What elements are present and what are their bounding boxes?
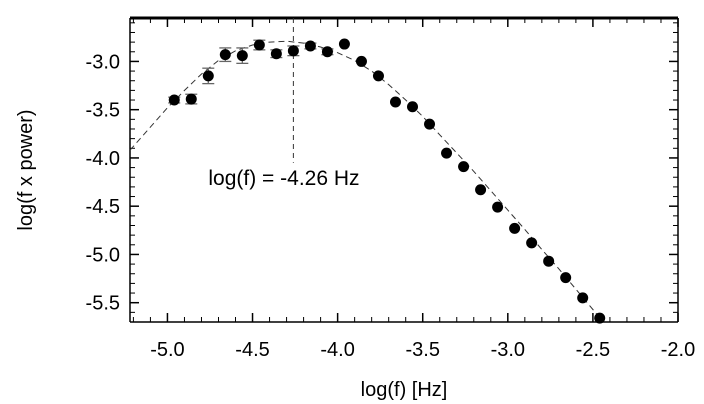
data-point [355, 55, 367, 67]
data-point [492, 201, 504, 213]
data-point [509, 222, 521, 234]
data-point [372, 70, 384, 82]
labels-layer: -5.0 -4.5 -4.0 -3.5 -3.0 -2.5 -2.0 -3.0 -3.5 -4.0… [86, 51, 696, 361]
data-point [560, 272, 572, 284]
data-point [185, 93, 197, 105]
data-point [168, 94, 180, 106]
x-tick-label: -3.5 [405, 339, 439, 361]
x-tick-label: -2.0 [661, 339, 695, 361]
data-point [219, 49, 231, 61]
data-point [321, 46, 333, 58]
fit-curve [129, 40, 604, 323]
fit-curve-layer [129, 40, 604, 323]
data-point [270, 48, 282, 60]
y-tick-label: -3.5 [86, 100, 120, 122]
y-tick-label: -3.0 [86, 51, 120, 73]
data-point [475, 184, 487, 196]
data-point [236, 50, 248, 62]
data-point [389, 96, 401, 108]
annotation-label: log(f) = -4.26 Hz [208, 167, 359, 190]
x-axis-title: log(f) [Hz] [361, 379, 448, 401]
x-tick-label: -4.0 [320, 339, 354, 361]
data-point [407, 101, 419, 113]
data-point [287, 45, 299, 57]
x-tick-label: -2.5 [576, 339, 610, 361]
data-point [424, 118, 436, 130]
data-point [543, 255, 555, 267]
data-point [526, 237, 538, 249]
data-point [253, 39, 265, 51]
data-point [441, 147, 453, 159]
data-point [458, 161, 470, 173]
y-tick-label: -5.0 [86, 244, 120, 266]
x-tick-label: -4.5 [235, 339, 269, 361]
x-tick-label: -5.0 [150, 339, 184, 361]
data-point [202, 70, 214, 82]
y-tick-label: -4.0 [86, 148, 120, 170]
data-point [577, 292, 589, 304]
y-tick-label: -5.5 [86, 293, 120, 315]
y-tick-label: -4.5 [86, 196, 120, 218]
x-tick-label: -3.0 [491, 339, 525, 361]
data-point [338, 38, 350, 50]
data-point [594, 312, 606, 324]
data-point [304, 40, 316, 52]
y-axis-title: log(f x power) [15, 109, 37, 230]
axes [129, 16, 679, 323]
data-points-layer [168, 38, 606, 324]
